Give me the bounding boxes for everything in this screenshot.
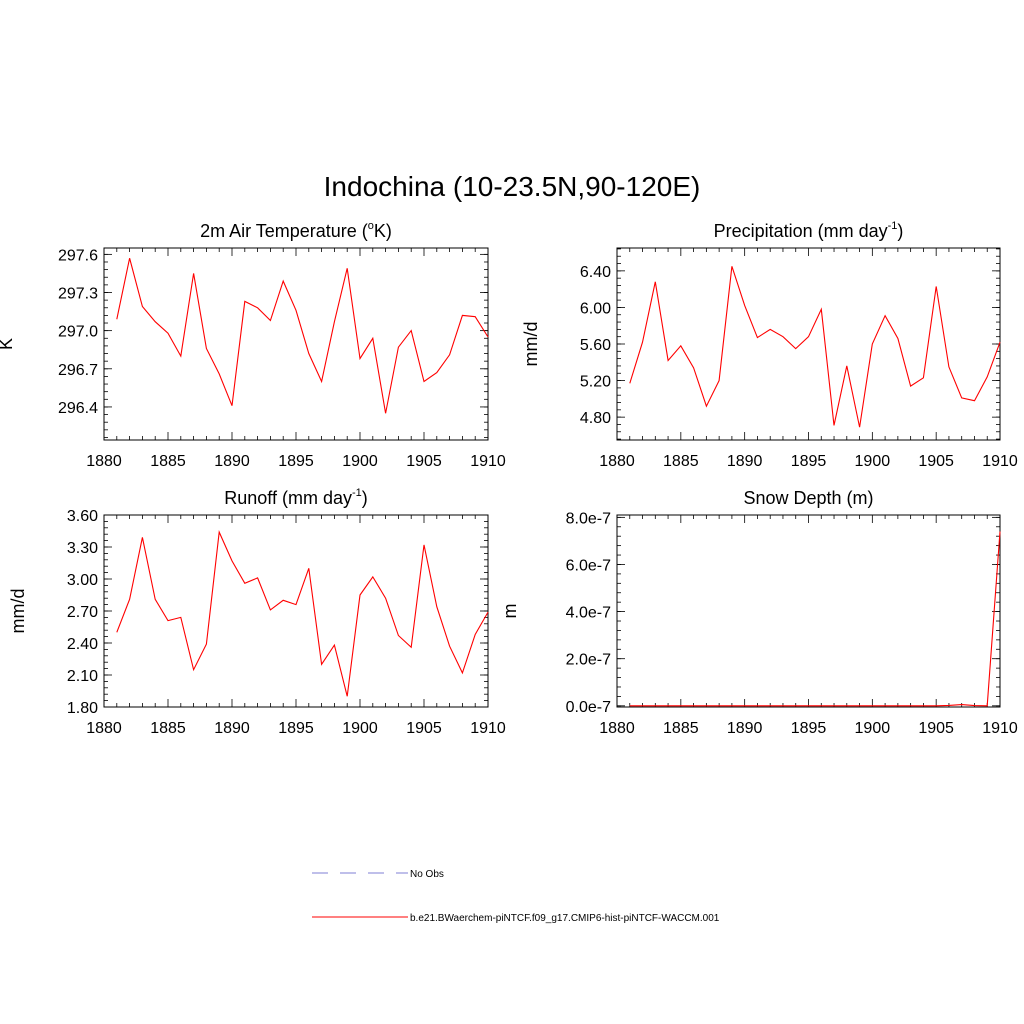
figure-title: Indochina (10-23.5N,90-120E) (324, 171, 701, 202)
panel-title: 2m Air Temperature (oK) (200, 220, 392, 241)
panel-4: Snow Depth (m) m 1880 1885 1890 1895 1900 1905 1… (500, 488, 1018, 737)
y-tick-label: 297.6 (58, 247, 98, 264)
legend: No Obs b.e21.BWaerchem-piNTCF.f09_g17.CM… (312, 869, 720, 924)
y-axis-label: m (500, 604, 520, 619)
panel-title: Runoff (mm day-1) (224, 487, 368, 508)
x-tick-label: 1880 (599, 720, 635, 737)
x-tick-label: 1905 (406, 720, 442, 737)
x-tick-label: 1895 (791, 720, 827, 737)
x-tick-label: 1890 (727, 453, 763, 470)
y-tick-label: 297.0 (58, 324, 98, 341)
y-tick-label: 6.0e-7 (566, 557, 611, 574)
y-axis-label: K (0, 338, 16, 350)
series-line (629, 266, 1001, 428)
y-tick-label: 2.0e-7 (566, 652, 611, 669)
y-tick-label: 8.0e-7 (566, 510, 611, 527)
y-tick-label: 2.70 (67, 604, 98, 621)
y-tick-label: 5.20 (580, 374, 611, 391)
y-tick-label: 296.4 (58, 400, 98, 417)
x-tick-label: 1895 (278, 720, 314, 737)
x-tick-label: 1880 (86, 453, 122, 470)
plot-frame (616, 247, 1001, 441)
y-axis-label: mm/d (521, 322, 541, 367)
y-axis-label: mm/d (8, 589, 28, 634)
x-tick-label: 1885 (150, 720, 186, 737)
x-tick-label: 1910 (470, 720, 506, 737)
x-tick-label: 1910 (470, 453, 506, 470)
y-tick-label: 3.00 (67, 572, 98, 589)
y-tick-label: 1.80 (67, 700, 98, 717)
y-tick-label: 5.60 (580, 337, 611, 354)
plot-frame (616, 514, 1001, 708)
y-tick-label: 4.80 (580, 410, 611, 427)
series-line (116, 258, 489, 414)
y-tick-label: 3.30 (67, 540, 98, 557)
x-tick-label: 1900 (342, 720, 378, 737)
x-tick-label: 1885 (663, 720, 699, 737)
y-tick-label: 296.7 (58, 362, 98, 379)
panel-3: Runoff (mm day-1) mm/d 1880 1885 1890 1895 190… (8, 487, 506, 737)
series-line (629, 531, 1001, 707)
panels: 2m Air Temperature (oK) K 1880 1885 1890 1895… (0, 220, 1018, 737)
x-tick-label: 1905 (406, 453, 442, 470)
x-tick-label: 1895 (278, 453, 314, 470)
plot-frame (103, 247, 489, 441)
x-tick-label: 1900 (855, 453, 891, 470)
panel-title: Precipitation (mm day-1) (714, 220, 904, 241)
y-tick-label: 297.3 (58, 286, 98, 303)
y-tick-label: 4.0e-7 (566, 605, 611, 622)
panel-2: Precipitation (mm day-1) mm/d 1880 1885 1890… (521, 220, 1018, 470)
panel-1: 2m Air Temperature (oK) K 1880 1885 1890 1895… (0, 220, 506, 470)
x-tick-label: 1910 (982, 453, 1018, 470)
panel-title: Snow Depth (m) (743, 488, 873, 508)
x-tick-label: 1890 (214, 720, 250, 737)
x-tick-label: 1905 (918, 720, 954, 737)
series-line (116, 530, 489, 697)
y-tick-label: 6.00 (580, 300, 611, 317)
x-tick-label: 1890 (214, 453, 250, 470)
x-tick-label: 1900 (855, 720, 891, 737)
x-tick-label: 1905 (918, 453, 954, 470)
y-tick-label: 6.40 (580, 264, 611, 281)
x-tick-label: 1890 (727, 720, 763, 737)
y-tick-label: 2.10 (67, 668, 98, 685)
y-tick-label: 0.0e-7 (566, 699, 611, 716)
legend-label-model: b.e21.BWaerchem-piNTCF.f09_g17.CMIP6-his… (410, 913, 720, 924)
x-tick-label: 1880 (86, 720, 122, 737)
x-tick-label: 1880 (599, 453, 635, 470)
x-tick-label: 1910 (982, 720, 1018, 737)
x-tick-label: 1900 (342, 453, 378, 470)
legend-label-no-obs: No Obs (410, 869, 444, 880)
x-tick-label: 1895 (791, 453, 827, 470)
x-tick-label: 1885 (663, 453, 699, 470)
y-tick-label: 3.60 (67, 508, 98, 525)
x-tick-label: 1885 (150, 453, 186, 470)
y-tick-label: 2.40 (67, 636, 98, 653)
